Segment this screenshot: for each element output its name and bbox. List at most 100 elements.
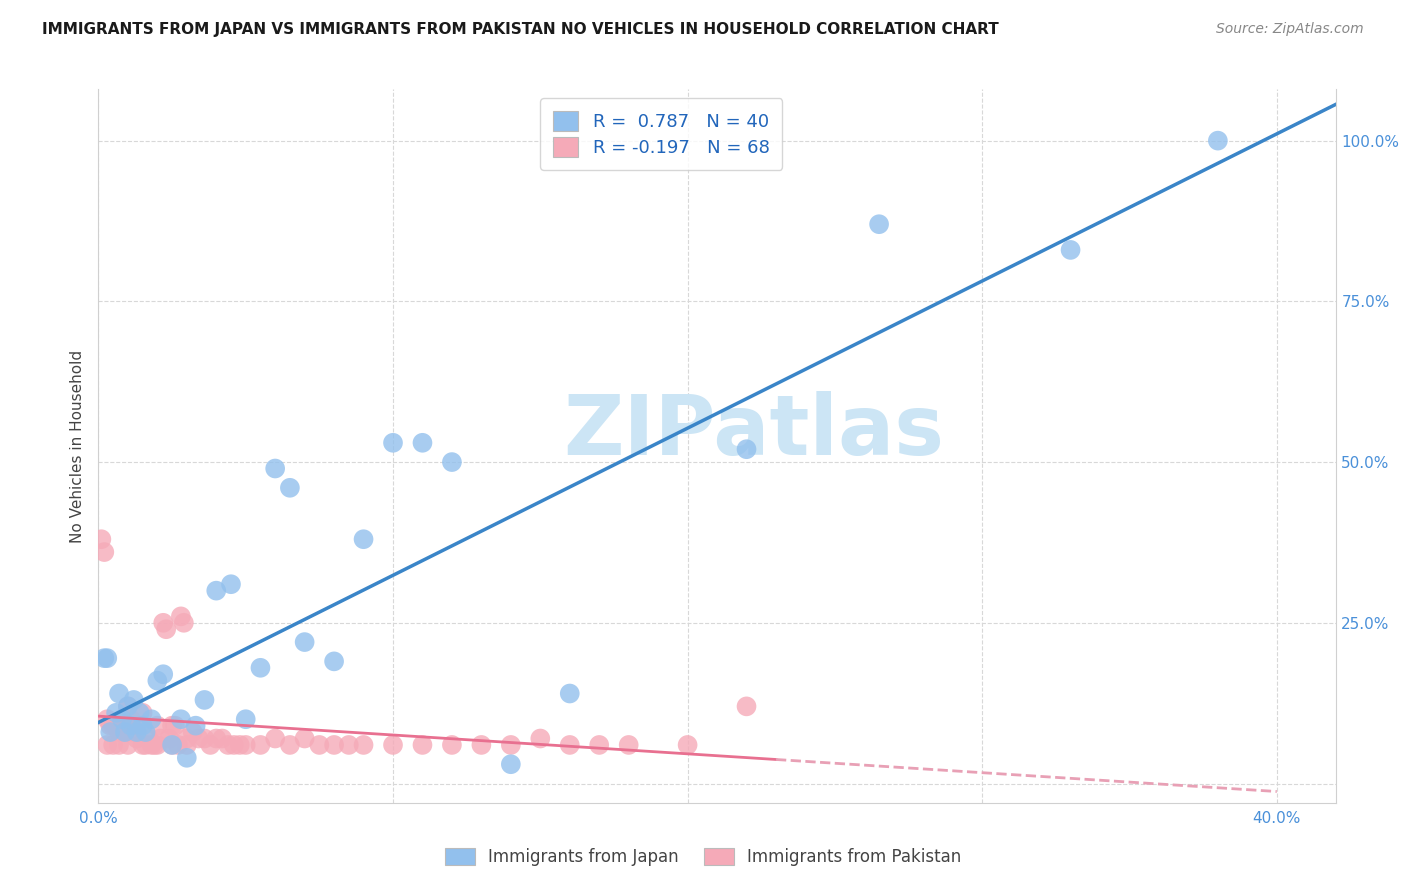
Point: [617, 738, 640, 752]
Point: [205, 583, 228, 598]
Point: [205, 731, 228, 746]
Point: [122, 693, 145, 707]
Point: [146, 719, 169, 733]
Point: [96, 651, 118, 665]
Point: [588, 738, 610, 752]
Point: [499, 757, 522, 772]
Point: [90, 533, 112, 547]
Point: [323, 654, 346, 668]
Text: IMMIGRANTS FROM JAPAN VS IMMIGRANTS FROM PAKISTAN NO VEHICLES IN HOUSEHOLD CORRE: IMMIGRANTS FROM JAPAN VS IMMIGRANTS FROM…: [42, 22, 998, 37]
Point: [211, 731, 233, 746]
Point: [152, 667, 174, 681]
Point: [146, 673, 169, 688]
Point: [558, 738, 581, 752]
Text: ZIPatlas: ZIPatlas: [564, 392, 945, 472]
Point: [337, 738, 360, 752]
Point: [117, 719, 139, 733]
Point: [176, 731, 198, 746]
Point: [131, 719, 153, 733]
Point: [499, 738, 522, 752]
Point: [108, 725, 131, 739]
Point: [152, 615, 174, 630]
Point: [382, 435, 405, 450]
Point: [117, 699, 139, 714]
Point: [184, 719, 207, 733]
Point: [160, 719, 183, 733]
Point: [111, 712, 134, 726]
Point: [868, 217, 890, 231]
Legend: Immigrants from Japan, Immigrants from Pakistan: Immigrants from Japan, Immigrants from P…: [436, 840, 970, 875]
Point: [187, 731, 209, 746]
Point: [382, 738, 405, 752]
Point: [96, 712, 118, 726]
Point: [249, 661, 271, 675]
Point: [149, 731, 172, 746]
Point: [181, 725, 204, 739]
Point: [229, 738, 252, 752]
Point: [101, 719, 124, 733]
Point: [278, 738, 301, 752]
Point: [120, 719, 142, 733]
Point: [323, 738, 346, 752]
Point: [141, 712, 163, 726]
Point: [155, 622, 177, 636]
Point: [135, 725, 157, 739]
Legend: R =  0.787   N = 40, R = -0.197   N = 68: R = 0.787 N = 40, R = -0.197 N = 68: [540, 98, 782, 169]
Point: [135, 738, 157, 752]
Y-axis label: No Vehicles in Household: No Vehicles in Household: [70, 350, 86, 542]
Point: [131, 738, 153, 752]
Point: [411, 738, 433, 752]
Point: [440, 455, 463, 469]
Point: [96, 738, 118, 752]
Point: [114, 725, 136, 739]
Point: [264, 731, 287, 746]
Point: [108, 738, 131, 752]
Point: [308, 738, 330, 752]
Point: [200, 738, 222, 752]
Point: [735, 699, 758, 714]
Point: [141, 738, 163, 752]
Point: [173, 615, 195, 630]
Text: Source: ZipAtlas.com: Source: ZipAtlas.com: [1216, 22, 1364, 37]
Point: [101, 738, 124, 752]
Point: [294, 635, 316, 649]
Point: [411, 435, 433, 450]
Point: [157, 731, 180, 746]
Point: [125, 731, 148, 746]
Point: [105, 706, 128, 720]
Point: [105, 719, 128, 733]
Point: [176, 751, 198, 765]
Point: [122, 725, 145, 739]
Point: [193, 731, 215, 746]
Point: [235, 712, 257, 726]
Point: [117, 738, 139, 752]
Point: [1206, 134, 1229, 148]
Point: [93, 545, 115, 559]
Point: [353, 738, 375, 752]
Point: [529, 731, 551, 746]
Point: [131, 706, 153, 720]
Point: [160, 738, 183, 752]
Point: [170, 712, 193, 726]
Point: [219, 577, 242, 591]
Point: [111, 725, 134, 739]
Point: [440, 738, 463, 752]
Point: [117, 699, 139, 714]
Point: [249, 738, 271, 752]
Point: [235, 738, 257, 752]
Point: [1059, 243, 1081, 257]
Point: [163, 719, 186, 733]
Point: [470, 738, 492, 752]
Point: [222, 738, 245, 752]
Point: [193, 693, 215, 707]
Point: [167, 738, 190, 752]
Point: [160, 738, 183, 752]
Point: [128, 706, 150, 720]
Point: [108, 686, 131, 700]
Point: [114, 725, 136, 739]
Point: [735, 442, 758, 457]
Point: [217, 738, 239, 752]
Point: [98, 719, 121, 733]
Point: [125, 725, 148, 739]
Point: [294, 731, 316, 746]
